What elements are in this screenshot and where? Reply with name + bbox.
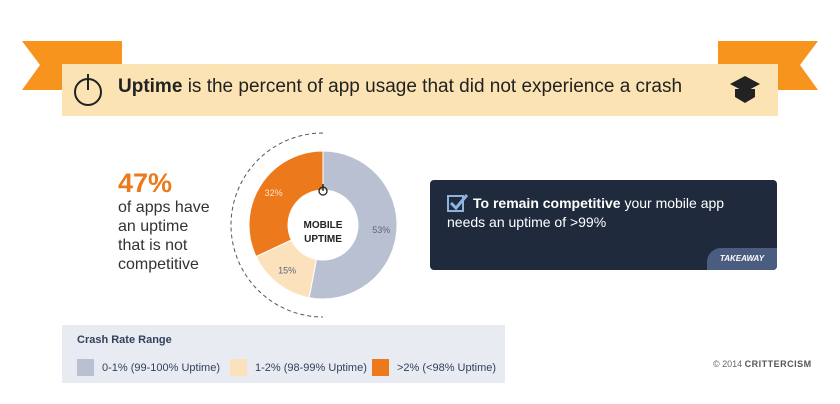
footer: © 2014 CRITTERCISM: [713, 359, 812, 369]
stat-line: an uptime: [118, 218, 189, 235]
dashed-arc: [230, 132, 324, 318]
takeaway-bold: To remain competitive: [473, 195, 621, 211]
legend-label: 1-2% (98-99% Uptime): [255, 361, 367, 374]
value-label: 32%: [265, 188, 283, 198]
center-label: MOBILE: [304, 220, 343, 231]
stat-value: 47%: [118, 168, 173, 198]
legend-label: 0-1% (99-100% Uptime): [102, 361, 220, 374]
copyright: © 2014: [713, 359, 743, 369]
takeaway-text: To remain competitive your mobile app ne…: [447, 194, 757, 232]
takeaway-rest: your mobile app needs an uptime of >99%: [447, 195, 725, 230]
takeaway-box: To remain competitive your mobile app ne…: [430, 180, 777, 270]
value-label: 15%: [278, 266, 296, 276]
stat-line: competitive: [118, 256, 199, 273]
legend-swatch: [230, 359, 247, 376]
legend-label: >2% (<98% Uptime): [397, 361, 497, 374]
value-label: 53%: [372, 225, 390, 235]
legend-title: Crash Rate Range: [77, 334, 172, 346]
cap-icon: [730, 76, 760, 92]
stat-line: that is not: [118, 237, 188, 254]
takeaway-tag: TAKEAWAY: [707, 248, 777, 270]
banner-title: Uptime is the percent of app usage that …: [118, 76, 682, 98]
brand: CRITTERCISM: [744, 359, 812, 369]
legend: Crash Rate Range 0-1% (99-100% Uptime) 1-…: [62, 325, 505, 383]
donut-segment: [308, 150, 398, 300]
center-label: UPTIME: [304, 234, 342, 245]
donut: 53% 15% 32%: [248, 150, 398, 300]
cap-icon-base: [735, 89, 755, 103]
banner-bold: Uptime: [118, 76, 183, 97]
banner: [62, 64, 778, 116]
stat-line: of apps have: [118, 199, 210, 216]
legend-item: 1-2% (98-99% Uptime): [230, 359, 367, 376]
stat: 47% of apps have an uptime that is not c…: [118, 168, 210, 274]
check-icon: [447, 194, 469, 212]
legend-item: >2% (<98% Uptime): [372, 359, 496, 376]
legend-swatch: [372, 359, 389, 376]
legend-item: 0-1% (99-100% Uptime): [77, 359, 220, 376]
legend-swatch: [77, 359, 94, 376]
donut-segment: [248, 150, 324, 258]
banner-rest: is the percent of app usage that did not…: [187, 76, 683, 97]
